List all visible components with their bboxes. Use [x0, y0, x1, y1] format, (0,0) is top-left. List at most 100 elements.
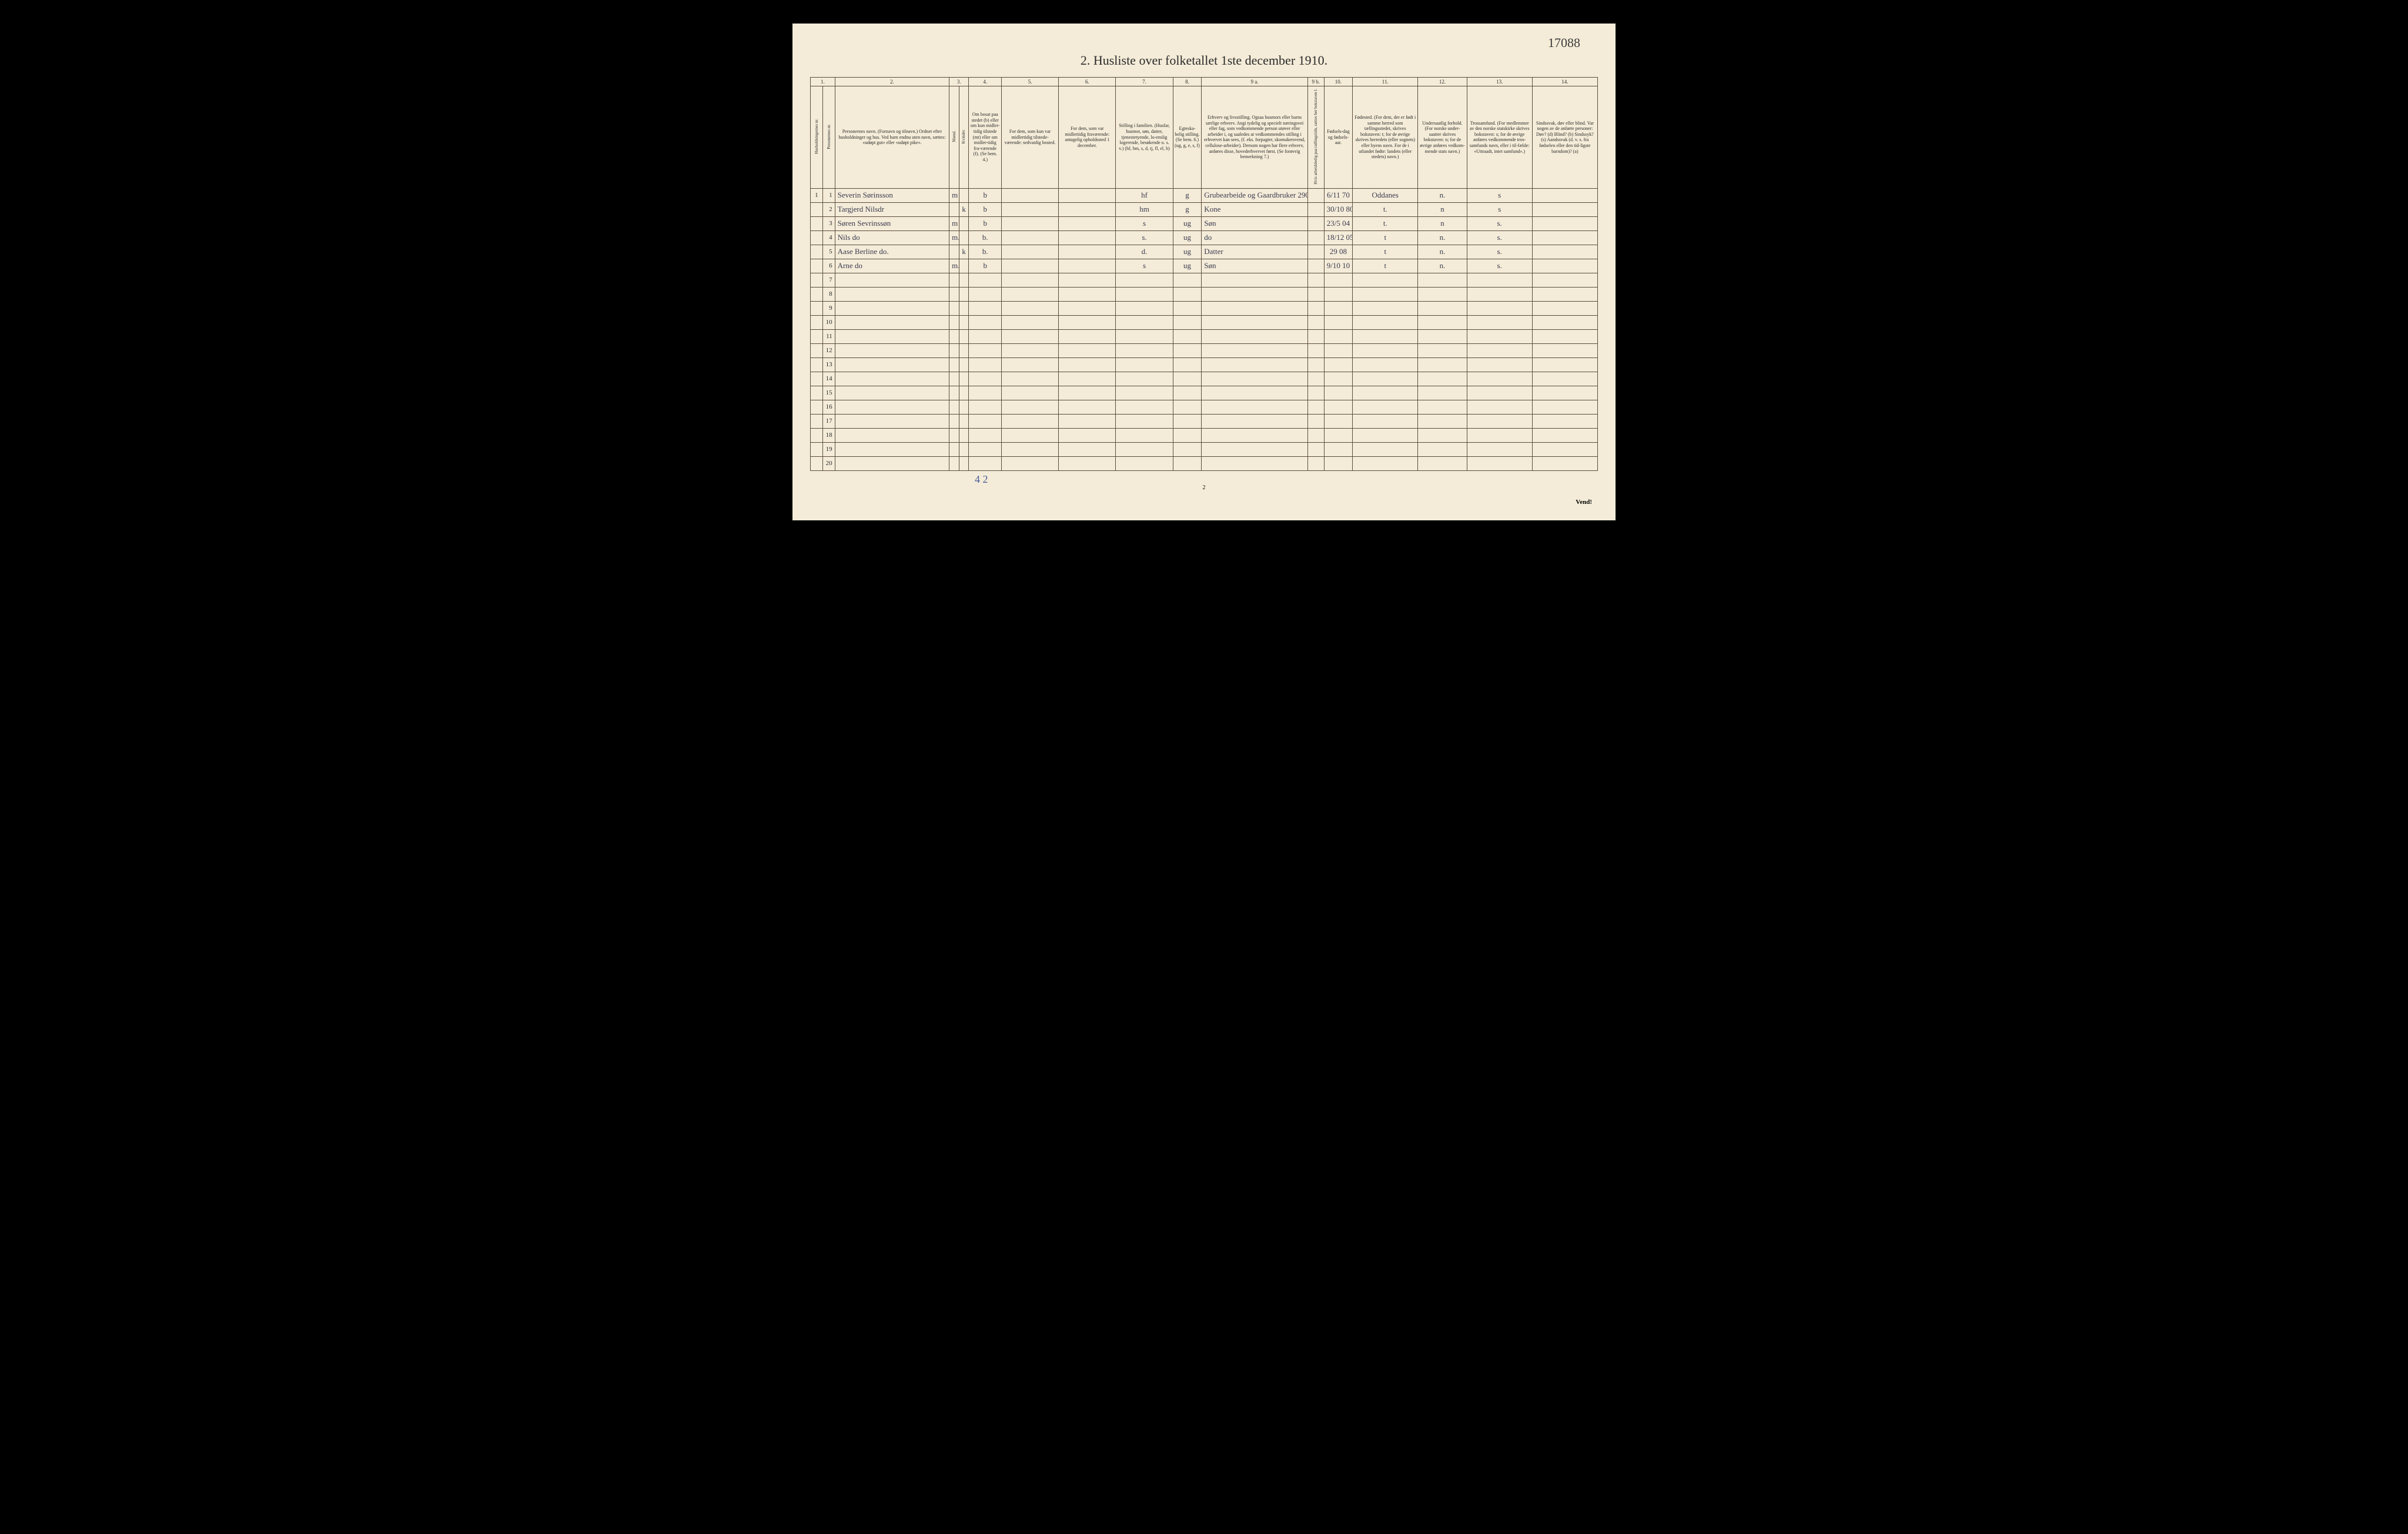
cell-c7: [1116, 442, 1173, 456]
cell-hnr: [811, 456, 823, 470]
cell-hnr: [811, 414, 823, 428]
cell-c10: [1324, 372, 1353, 386]
cell-c6: [1059, 428, 1116, 442]
cell-c11: [1353, 357, 1418, 372]
cell-c4: [969, 357, 1002, 372]
table-row: 17: [811, 414, 1598, 428]
cell-c12: n.: [1418, 245, 1467, 259]
cell-c14: [1532, 301, 1597, 315]
cell-name: [835, 301, 949, 315]
cell-c4: b: [969, 202, 1002, 216]
cell-c6: [1059, 442, 1116, 456]
cell-k: [959, 301, 969, 315]
cell-c8: [1173, 400, 1202, 414]
cell-m: [949, 301, 959, 315]
cell-c11: t.: [1353, 216, 1418, 230]
cell-pnr: 9: [822, 301, 835, 315]
cell-m: [949, 456, 959, 470]
cell-pnr: 13: [822, 357, 835, 372]
cell-c5: [1001, 414, 1058, 428]
cell-c12: [1418, 287, 1467, 301]
cell-name: [835, 343, 949, 357]
cell-c9b: [1307, 372, 1324, 386]
cell-c8: [1173, 414, 1202, 428]
cell-pnr: 7: [822, 273, 835, 287]
cell-hnr: [811, 372, 823, 386]
cell-c9b: [1307, 259, 1324, 273]
cell-c7: [1116, 301, 1173, 315]
cell-c9b: [1307, 357, 1324, 372]
cell-c10: [1324, 456, 1353, 470]
cell-c5: [1001, 315, 1058, 329]
cell-c5: [1001, 301, 1058, 315]
cell-c8: ug: [1173, 230, 1202, 245]
cell-c11: [1353, 400, 1418, 414]
cell-pnr: 11: [822, 329, 835, 343]
cell-c12: n.: [1418, 230, 1467, 245]
cell-c13: [1467, 428, 1532, 442]
cell-c8: g: [1173, 188, 1202, 202]
cell-c9b: [1307, 414, 1324, 428]
cell-c4: [969, 315, 1002, 329]
cell-c11: [1353, 329, 1418, 343]
cell-c10: [1324, 386, 1353, 400]
cell-c7: [1116, 287, 1173, 301]
cell-c8: [1173, 301, 1202, 315]
cell-c6: [1059, 230, 1116, 245]
cell-c5: [1001, 287, 1058, 301]
cell-c4: [969, 343, 1002, 357]
cell-pnr: 17: [822, 414, 835, 428]
cell-c6: [1059, 273, 1116, 287]
cell-c10: 30/10 80: [1324, 202, 1353, 216]
cell-c6: [1059, 400, 1116, 414]
header-birthdate: Fødsels-dag og fødsels-aar.: [1324, 86, 1353, 189]
cell-c8: ug: [1173, 216, 1202, 230]
cell-c9a: [1202, 372, 1308, 386]
cell-c12: [1418, 386, 1467, 400]
cell-c6: [1059, 287, 1116, 301]
cell-m: [949, 315, 959, 329]
census-table: 1. 2. 3. 4. 5. 6. 7. 8. 9 a. 9 b. 10. 11…: [810, 77, 1598, 471]
cell-name: [835, 400, 949, 414]
cell-c11: [1353, 372, 1418, 386]
cell-m: [949, 329, 959, 343]
cell-c11: [1353, 301, 1418, 315]
cell-hnr: [811, 245, 823, 259]
cell-c13: [1467, 343, 1532, 357]
cell-c5: [1001, 273, 1058, 287]
colnum-6: 6.: [1059, 78, 1116, 86]
cell-c9a: [1202, 442, 1308, 456]
cell-c14: [1532, 372, 1597, 386]
cell-c12: [1418, 301, 1467, 315]
table-row: 18: [811, 428, 1598, 442]
cell-pnr: 10: [822, 315, 835, 329]
cell-c9b: [1307, 329, 1324, 343]
cell-c12: n.: [1418, 188, 1467, 202]
cell-k: [959, 442, 969, 456]
cell-c12: [1418, 414, 1467, 428]
header-marital: Egteska-belig stilling. (Se bem. 6.) (ug…: [1173, 86, 1202, 189]
cell-c11: Oddanes: [1353, 188, 1418, 202]
cell-c14: [1532, 287, 1597, 301]
cell-c9a: [1202, 287, 1308, 301]
cell-c11: [1353, 343, 1418, 357]
cell-k: [959, 372, 969, 386]
cell-pnr: 3: [822, 216, 835, 230]
cell-c10: 23/5 04: [1324, 216, 1353, 230]
cell-c7: hm: [1116, 202, 1173, 216]
cell-hnr: [811, 442, 823, 456]
cell-c6: [1059, 357, 1116, 372]
table-row: 11: [811, 329, 1598, 343]
cell-c8: [1173, 343, 1202, 357]
cell-c10: [1324, 273, 1353, 287]
cell-c7: [1116, 386, 1173, 400]
cell-k: [959, 400, 969, 414]
cell-pnr: 15: [822, 386, 835, 400]
cell-c13: [1467, 456, 1532, 470]
cell-c11: [1353, 456, 1418, 470]
table-row: 8: [811, 287, 1598, 301]
cell-c8: [1173, 273, 1202, 287]
cell-c12: [1418, 357, 1467, 372]
cell-c6: [1059, 343, 1116, 357]
colnum-4: 4.: [969, 78, 1002, 86]
